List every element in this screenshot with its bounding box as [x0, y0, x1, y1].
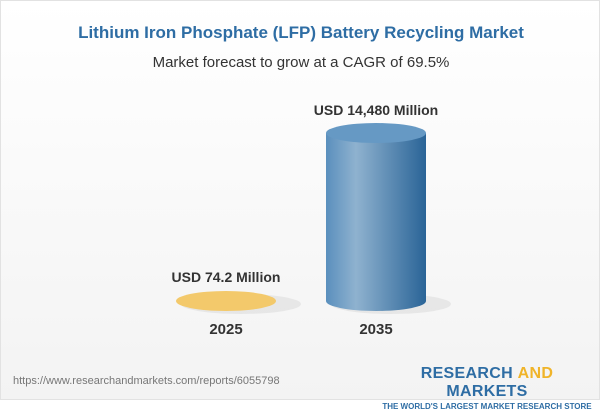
data-label: USD 14,480 Million — [314, 102, 438, 118]
bar-2035 — [326, 133, 426, 311]
chart-plot: USD 74.2 Million 2025 USD 14,480 Million 20… — [172, 102, 451, 338]
bar-2025 — [176, 291, 276, 311]
data-label: USD 74.2 Million — [172, 269, 281, 285]
bar-top-2035 — [326, 123, 426, 143]
logo: RESEARCH AND MARKETS THE WORLD'S LARGEST… — [382, 365, 592, 411]
x-tick-label: 2035 — [359, 321, 392, 338]
source-url[interactable]: https://www.researchandmarkets.com/repor… — [13, 375, 280, 387]
chart-subtitle: Market forecast to grow at a CAGR of 69.… — [152, 54, 450, 71]
x-tick-label: 2025 — [209, 321, 242, 338]
chart-title: Lithium Iron Phosphate (LFP) Battery Rec… — [78, 23, 524, 42]
